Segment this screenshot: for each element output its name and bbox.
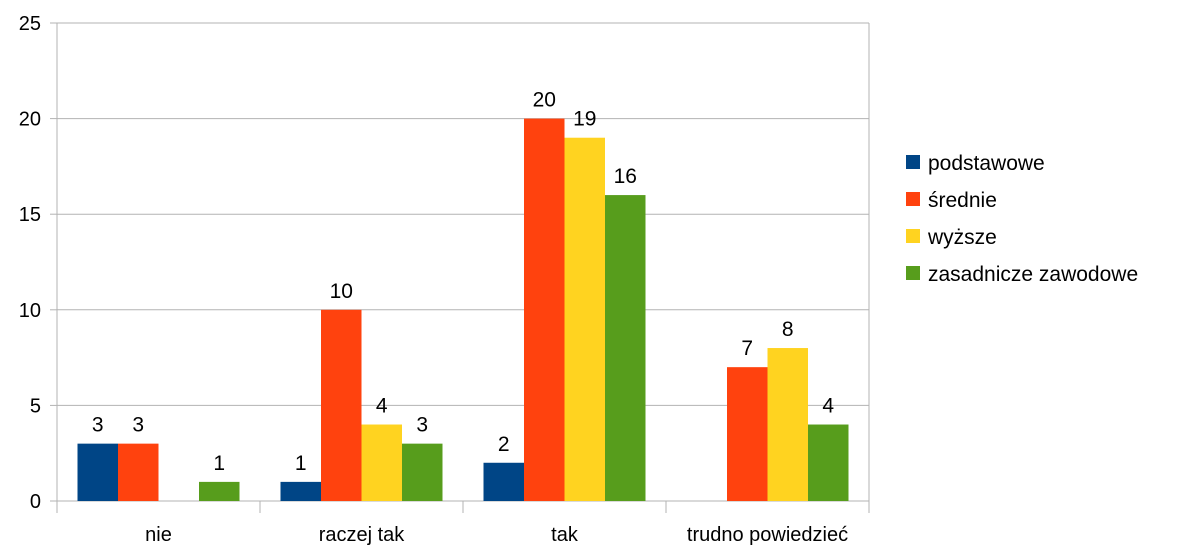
bar [361,424,402,501]
data-label: 3 [416,414,428,437]
legend-swatch [906,192,920,206]
x-axis-categories: nie raczej tak tak trudno powiedzieć [145,524,848,546]
x-category-label: raczej tak [319,524,406,546]
data-label: 10 [330,280,353,303]
legend-entry-label: wyższe [927,226,997,249]
bar [199,481,240,501]
data-label: 4 [822,395,834,418]
y-tick-label: 10 [19,300,41,322]
x-category-label: trudno powiedzieć [687,524,848,546]
data-label: 1 [295,452,307,475]
data-label: 4 [376,395,388,418]
data-label: 1 [213,452,225,475]
bar [808,424,849,501]
bar [524,118,565,501]
legend-swatch [906,155,920,169]
bars [77,118,849,501]
legend-entry-label: średnie [928,189,997,212]
bar [118,443,159,501]
y-axis-ticks: 0 5 10 15 20 25 [19,13,41,513]
data-label: 20 [533,89,556,112]
legend-swatch [906,229,920,243]
data-label: 3 [92,414,104,437]
bar [727,367,768,501]
legend-entry-label: podstawowe [928,152,1045,175]
x-category-label: nie [145,524,172,546]
bar [402,443,443,501]
bar [321,309,362,501]
legend: podstawowe średnie wyższe zasadnicze zawodo… [906,152,1138,286]
data-label: 7 [741,337,753,360]
bar [767,348,808,501]
legend-entry-label: zasadnicze zawodowe [928,263,1138,286]
data-label: 19 [573,108,596,131]
legend-swatch [906,266,920,280]
bar [280,481,321,501]
y-tick-label: 5 [30,395,41,417]
bar [564,137,605,501]
bar [77,443,118,501]
x-category-label: tak [551,524,579,546]
y-tick-label: 25 [19,13,41,35]
data-label: 2 [498,433,510,456]
data-label: 16 [614,165,637,188]
data-label: 3 [132,414,144,437]
bar [483,462,524,501]
y-tick-label: 0 [30,491,41,513]
data-labels: 3 3 1 1 10 4 3 2 20 19 16 7 8 4 [92,89,835,475]
bar [605,195,646,501]
data-label: 8 [782,318,794,341]
y-tick-label: 20 [19,109,41,131]
y-tick-label: 15 [19,204,41,226]
